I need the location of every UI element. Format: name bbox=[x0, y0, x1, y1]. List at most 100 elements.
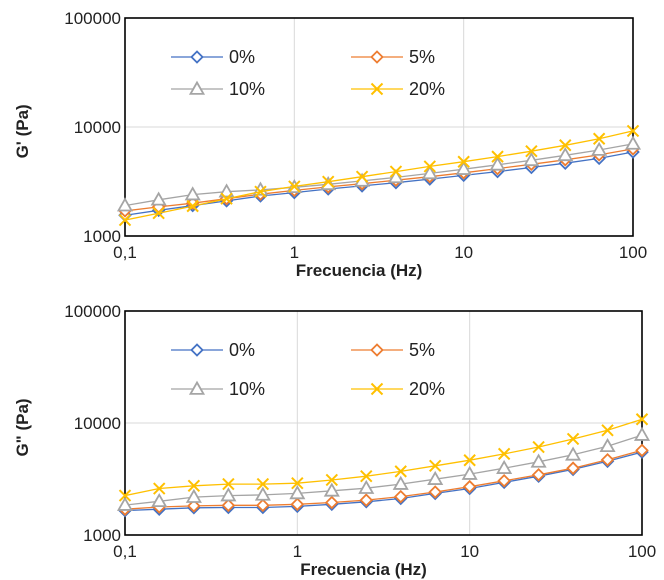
data-point bbox=[392, 475, 409, 490]
data-point bbox=[325, 495, 339, 510]
data-point bbox=[601, 424, 614, 437]
chart-2: 0,1 1 10 100 1000 10000 100000 Frecuencia (Hz) G… bbox=[13, 302, 656, 579]
legend-marker bbox=[190, 50, 204, 64]
data-point bbox=[566, 432, 580, 446]
data-point bbox=[497, 473, 511, 488]
x-tick-label: 1 bbox=[293, 542, 302, 561]
legend-label: 20% bbox=[409, 379, 445, 399]
data-point bbox=[423, 160, 437, 173]
legend-entry: 0% bbox=[171, 340, 255, 360]
data-point bbox=[221, 498, 236, 513]
series-line bbox=[124, 449, 643, 510]
data-point bbox=[592, 132, 606, 145]
legend-marker bbox=[370, 82, 384, 96]
data-point bbox=[118, 213, 132, 227]
data-point bbox=[489, 156, 506, 171]
y-axis-title: G' (Pa) bbox=[13, 104, 32, 158]
data-point bbox=[290, 497, 305, 512]
data-point bbox=[496, 459, 513, 474]
data-point bbox=[599, 437, 616, 453]
data-point bbox=[461, 465, 478, 480]
data-point bbox=[633, 426, 651, 441]
data-point bbox=[428, 485, 442, 499]
data-point bbox=[186, 199, 199, 213]
data-point bbox=[462, 479, 477, 494]
data-point bbox=[256, 498, 270, 513]
x-tick-label: 10 bbox=[454, 243, 473, 262]
data-point bbox=[288, 180, 301, 193]
data-point bbox=[394, 465, 407, 478]
legend-entry: 0% bbox=[171, 47, 255, 67]
series-20pct bbox=[118, 124, 640, 227]
series-10pct bbox=[116, 426, 651, 511]
x-tick-label: 100 bbox=[628, 542, 656, 561]
data-point bbox=[566, 461, 580, 475]
data-point bbox=[358, 479, 375, 494]
data-point bbox=[291, 477, 304, 490]
data-point bbox=[254, 486, 271, 501]
data-point bbox=[455, 160, 472, 175]
data-point bbox=[635, 443, 649, 458]
legend-marker bbox=[370, 382, 384, 396]
data-point bbox=[187, 499, 201, 513]
data-point bbox=[185, 488, 202, 503]
data-point bbox=[118, 489, 132, 502]
data-point bbox=[531, 467, 546, 482]
data-point bbox=[116, 197, 134, 212]
legend-label: 5% bbox=[409, 47, 435, 67]
data-point bbox=[393, 489, 408, 504]
data-point bbox=[220, 487, 237, 502]
series-line bbox=[124, 434, 643, 506]
legend-label: 5% bbox=[409, 340, 435, 360]
x-tick-label: 1 bbox=[290, 243, 299, 262]
data-point bbox=[254, 185, 267, 198]
data-point bbox=[355, 170, 369, 183]
data-point bbox=[624, 135, 642, 150]
series-line bbox=[124, 451, 643, 512]
data-point bbox=[116, 496, 134, 511]
y-tick-label: 100000 bbox=[64, 302, 121, 321]
data-point bbox=[428, 459, 442, 472]
data-point bbox=[387, 169, 404, 184]
data-point bbox=[289, 485, 306, 500]
y-tick-label: 1000 bbox=[83, 526, 121, 545]
data-point bbox=[497, 447, 511, 461]
data-point bbox=[359, 493, 374, 507]
data-point bbox=[591, 141, 608, 156]
series-line bbox=[124, 148, 634, 212]
legend-entry: 10% bbox=[171, 79, 265, 99]
data-point bbox=[184, 186, 201, 201]
y-tick-label: 100000 bbox=[64, 9, 121, 28]
series-line bbox=[124, 418, 643, 497]
legend-entry: 10% bbox=[171, 379, 265, 399]
data-point bbox=[325, 473, 339, 487]
data-point bbox=[532, 440, 545, 454]
legend-entry: 20% bbox=[351, 79, 445, 99]
data-point bbox=[523, 151, 540, 167]
data-point bbox=[559, 139, 572, 152]
data-point bbox=[530, 453, 547, 468]
y-tick-label: 1000 bbox=[83, 227, 121, 246]
data-point bbox=[525, 144, 538, 158]
data-point bbox=[150, 191, 167, 206]
data-point bbox=[222, 477, 235, 491]
data-point bbox=[220, 192, 233, 205]
data-point bbox=[557, 146, 574, 162]
legend-label: 20% bbox=[409, 79, 445, 99]
legend-marker bbox=[190, 343, 204, 357]
legend-entry: 5% bbox=[351, 47, 435, 67]
data-point bbox=[626, 124, 640, 138]
plot-border bbox=[124, 17, 634, 237]
chart-1: 0,1 1 10 100 1000 10000 100000 Frecuencia (Hz) G… bbox=[13, 9, 647, 280]
data-point bbox=[360, 469, 373, 483]
legend-label: 0% bbox=[229, 340, 255, 360]
y-tick-label: 10000 bbox=[74, 118, 121, 137]
data-point bbox=[187, 479, 201, 493]
data-point bbox=[457, 155, 470, 168]
data-point bbox=[565, 446, 582, 461]
series-line bbox=[124, 143, 634, 207]
series-line bbox=[124, 130, 634, 221]
legend-marker bbox=[188, 380, 206, 395]
data-point bbox=[218, 183, 235, 198]
